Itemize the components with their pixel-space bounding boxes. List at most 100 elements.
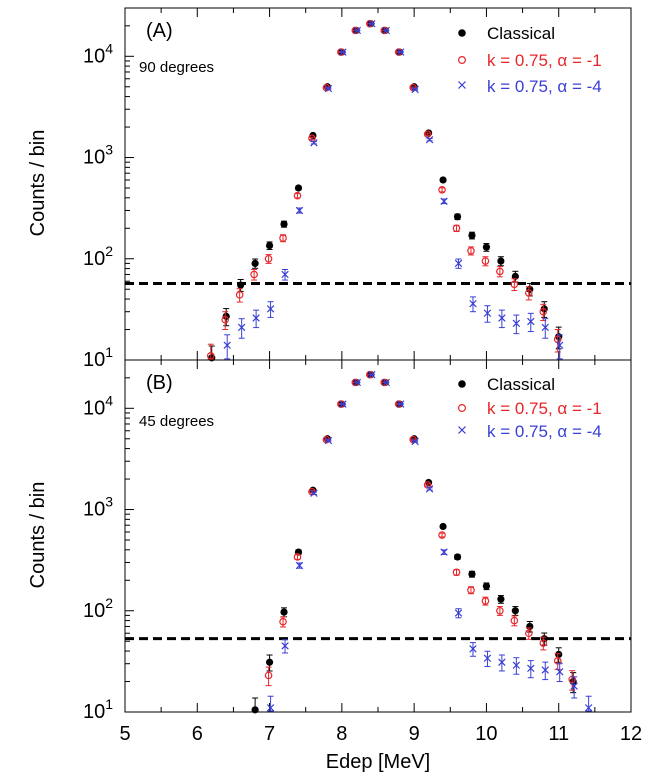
x-tick-label: 9	[409, 723, 420, 745]
data-point-a-s1	[481, 257, 490, 265]
data-point-a-s1	[293, 191, 302, 200]
x-tick-label: 8	[336, 723, 347, 745]
data-point-a-s2	[324, 84, 333, 93]
y-tick-label-a: 104	[83, 40, 113, 67]
legend-label-alpha1-b: k = 0.75, α = -1	[487, 399, 602, 418]
data-point-b-s2	[512, 661, 521, 669]
data-point-a-s2-stroke	[425, 135, 434, 144]
data-point-b-s2	[411, 437, 419, 446]
data-point-b-s2	[368, 370, 376, 379]
data-point-b-s1	[293, 553, 302, 561]
data-point-b-s1	[279, 617, 287, 626]
x-tick-label: 6	[192, 723, 203, 745]
data-point-b-s0	[265, 658, 274, 666]
legend-marker-alpha4-a	[458, 81, 466, 89]
data-point-b-s2	[425, 485, 434, 493]
marks-b	[125, 370, 631, 714]
data-point-b-s2-stroke	[425, 485, 434, 493]
data-point-a-s1	[279, 234, 287, 242]
data-point-b-s1	[264, 671, 273, 680]
data-point-a-s2-stroke	[498, 314, 506, 322]
data-point-b-s1	[438, 531, 446, 539]
data-point-a-s1	[496, 267, 504, 276]
data-point-b-s0	[540, 635, 548, 643]
data-point-a-s2	[281, 270, 289, 279]
data-point-a-s2-stroke	[512, 319, 521, 328]
data-point-b-s2	[281, 642, 289, 650]
data-point-b-s1	[467, 586, 475, 594]
data-point-b-s2-stroke	[570, 682, 578, 690]
data-point-b-s2-stroke	[469, 645, 477, 653]
data-point-b-s0	[497, 595, 505, 603]
data-point-a-s1	[438, 186, 446, 194]
data-point-b-s2	[527, 664, 535, 673]
data-point-b-s1	[481, 597, 490, 605]
data-point-b-s1	[496, 606, 504, 615]
data-point-b-s0	[453, 553, 462, 561]
y-tick-label-b: 103	[83, 494, 113, 521]
data-point-a-s0	[497, 257, 505, 265]
data-point-b-s2	[382, 378, 390, 387]
data-point-b-s2	[555, 667, 564, 676]
panel-label-b: (B)	[146, 372, 173, 394]
data-point-a-s2-stroke	[382, 26, 390, 35]
data-point-b-s2	[440, 548, 448, 556]
data-point-a-s0	[511, 272, 519, 280]
data-point-b-s2	[483, 654, 492, 662]
data-point-a-s2-stroke	[440, 197, 448, 205]
data-point-a-s2	[440, 197, 448, 205]
data-point-b-s1	[568, 675, 576, 684]
data-point-b-s1	[510, 616, 519, 625]
data-point-a-s2	[469, 299, 477, 308]
data-point-b-s2	[396, 400, 405, 408]
panel-a: 101 102 103 104 (A) 90 degrees Classical k …	[83, 7, 632, 371]
data-point-a-s2-stroke	[266, 305, 275, 313]
legend-marker-alpha4-b	[458, 426, 466, 434]
data-point-b-s0	[468, 570, 476, 578]
legend-marker-alpha1-a	[458, 55, 467, 64]
data-point-a-s0	[265, 241, 274, 250]
data-point-a-s2-stroke	[295, 206, 304, 215]
data-point-a-s2	[411, 85, 419, 94]
data-point-a-s2	[555, 341, 564, 349]
ylabel-panel-b: Counts / bin	[27, 482, 49, 589]
data-point-b-s2	[353, 378, 362, 387]
angle-label-b: 45 degrees	[139, 413, 214, 430]
data-point-b-s2	[310, 489, 318, 497]
data-point-a-s1	[235, 291, 244, 299]
data-point-a-s0	[482, 243, 491, 251]
data-point-a-s2-stroke	[353, 26, 362, 35]
data-point-b-s2	[339, 400, 347, 408]
data-point-b-s2	[266, 704, 275, 712]
data-point-b-s2	[324, 436, 333, 445]
data-point-a-s2	[368, 19, 376, 28]
y-tick-label-b: 104	[83, 392, 113, 419]
data-point-a-s0	[439, 176, 447, 184]
data-point-b-s2-stroke	[295, 561, 304, 570]
y-tick-label-b: 101	[83, 696, 113, 723]
data-point-b-s2-stroke	[368, 370, 376, 379]
data-point-b-s2	[570, 682, 578, 690]
data-point-b-s2	[469, 645, 477, 653]
data-point-a-s2-stroke	[541, 323, 549, 332]
data-point-a-s2	[425, 135, 434, 144]
data-point-b-s0	[251, 706, 259, 714]
data-point-b-s2-stroke	[281, 642, 289, 650]
legend-b: Classical k = 0.75, α = -1 k = 0.75, α =…	[458, 375, 602, 441]
data-point-a-s2-stroke	[555, 341, 564, 349]
data-point-a-s1	[510, 280, 519, 289]
legend-a: Classical k = 0.75, α = -1 k = 0.75, α =…	[458, 24, 602, 96]
data-point-b-s2-stroke	[584, 704, 593, 712]
data-point-b-s1	[524, 629, 533, 638]
data-point-a-s2	[237, 323, 246, 332]
y-tick-label-a: 101	[83, 344, 113, 371]
data-point-a-s2	[382, 26, 390, 35]
yticks-b: 101 102 103 104	[83, 359, 632, 723]
data-point-b-s2-stroke	[310, 489, 318, 497]
data-point-a-s2-stroke	[454, 259, 463, 268]
data-point-a-s0	[294, 184, 303, 192]
data-point-a-s1	[206, 352, 215, 360]
data-point-b-s2-stroke	[382, 378, 390, 387]
data-point-a-s2-stroke	[237, 323, 246, 332]
